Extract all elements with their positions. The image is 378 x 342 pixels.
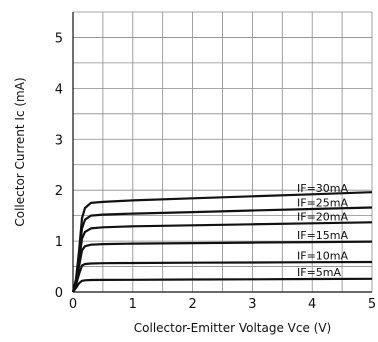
- x-axis-title: Collector-Emitter Voltage Vce (V): [134, 321, 331, 335]
- grid: [72, 11, 373, 293]
- y-tick-label: 2: [55, 184, 63, 199]
- series-label: IF=10mA: [297, 249, 349, 262]
- x-tick-label: 1: [129, 297, 137, 312]
- y-axis-title: Collector Current Ic (mA): [13, 77, 27, 226]
- y-tick-label: 0: [55, 286, 63, 301]
- x-tick-label: 4: [308, 297, 316, 312]
- series-label: IF=15mA: [297, 229, 349, 242]
- x-tick-label: 5: [368, 297, 376, 312]
- series-line: [72, 277, 373, 293]
- y-tick-label: 1: [55, 235, 63, 250]
- series-group: [71, 191, 373, 293]
- series-label: IF=20mA: [297, 211, 349, 224]
- y-tick-label: 5: [55, 31, 63, 46]
- series-label: IF=30mA: [297, 182, 349, 195]
- y-tick-label: 4: [55, 82, 63, 97]
- series-label: IF=25mA: [297, 196, 349, 209]
- axes: [72, 12, 372, 293]
- x-tick-label: 2: [188, 297, 196, 312]
- y-tick-label: 3: [55, 133, 63, 148]
- series-line: [71, 260, 373, 293]
- x-tick-label: 0: [69, 297, 77, 312]
- series-label: IF=5mA: [297, 266, 342, 279]
- x-tick-label: 3: [248, 297, 256, 312]
- series-line: [71, 240, 373, 293]
